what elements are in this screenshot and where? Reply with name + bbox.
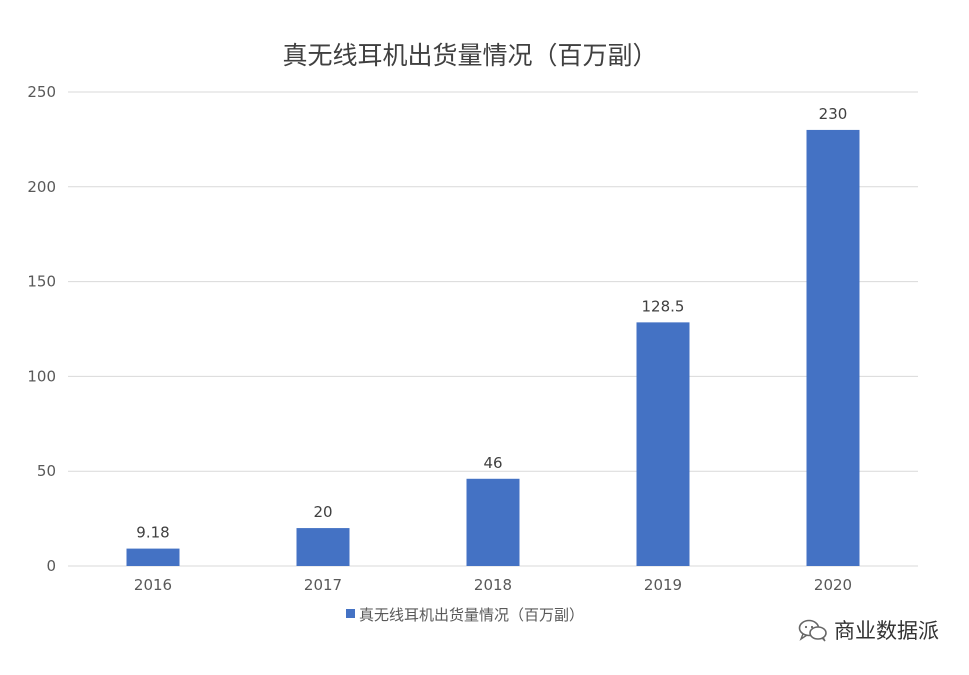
x-tick-label: 2020 <box>814 576 852 594</box>
data-label-2019: 128.5 <box>642 297 685 315</box>
data-labels: 9.18 20 46 128.5 230 <box>136 105 847 542</box>
watermark: 商业数据派 <box>798 615 939 645</box>
y-axis-ticks: 0 50 100 150 200 250 <box>27 83 56 575</box>
x-tick-label: 2018 <box>474 576 512 594</box>
legend-swatch <box>346 609 355 618</box>
data-label-2020: 230 <box>819 105 848 123</box>
x-tick-label: 2016 <box>134 576 172 594</box>
y-tick-label: 100 <box>27 367 56 385</box>
data-label-2016: 9.18 <box>136 524 169 542</box>
data-label-2018: 46 <box>483 454 502 472</box>
y-tick-label: 200 <box>27 178 56 196</box>
bars <box>126 129 860 567</box>
gridlines <box>68 91 918 567</box>
bar-2017 <box>296 528 350 566</box>
chart-title: 真无线耳机出货量情况（百万副） <box>282 41 657 70</box>
legend-label: 真无线耳机出货量情况（百万副） <box>359 606 584 624</box>
x-tick-label: 2017 <box>304 576 342 594</box>
watermark-text: 商业数据派 <box>834 619 939 643</box>
y-tick-label: 150 <box>27 273 56 291</box>
legend: 真无线耳机出货量情况（百万副） <box>346 606 584 624</box>
bar-2019 <box>636 322 690 566</box>
y-tick-label: 50 <box>37 462 56 480</box>
bar-2016 <box>126 548 180 566</box>
y-tick-label: 250 <box>27 83 56 101</box>
y-tick-label: 0 <box>46 557 56 575</box>
x-axis-ticks: 2016 2017 2018 2019 2020 <box>134 576 852 594</box>
wechat-bubbles-icon <box>798 619 827 642</box>
bar-2020 <box>806 129 860 567</box>
x-tick-label: 2019 <box>644 576 682 594</box>
bar-2018 <box>466 478 520 566</box>
data-label-2017: 20 <box>313 503 332 521</box>
